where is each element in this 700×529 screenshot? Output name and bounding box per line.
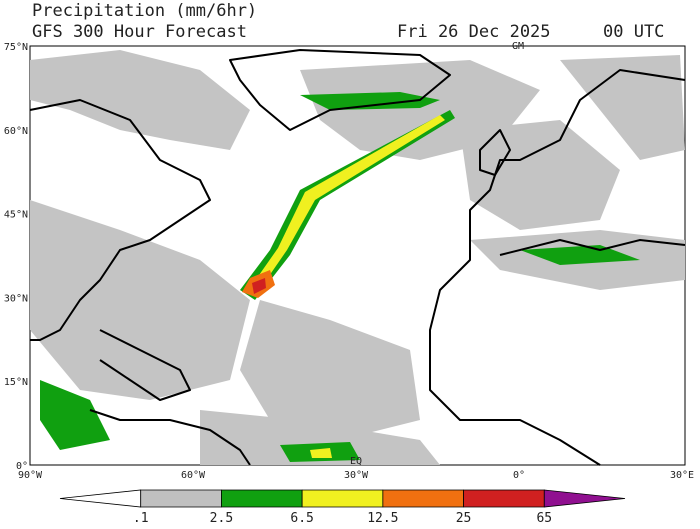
lon-labels: 90°W 60°W 30°W 0° 30°E (18, 470, 694, 481)
colorbar: .1 2.5 6.5 12.5 25 65 (59, 489, 626, 526)
precip-light (30, 50, 685, 465)
subtitle: GFS 300 Hour Forecast (32, 22, 247, 42)
coastlines (29, 49, 686, 466)
colorbar-segment (140, 489, 222, 508)
lat-labels: 75°N 60°N 45°N 30°N 15°N 0° (4, 42, 28, 472)
colorbar-segment (59, 489, 142, 508)
map: 75°N 60°N 45°N 30°N 15°N 0° 90°W 60°W 30°W 0° 30°… (4, 41, 694, 481)
colorbar-segment (382, 489, 464, 508)
colorbar-label: 65 (536, 511, 552, 525)
time: 00 UTC (603, 22, 664, 42)
lat-label: 60°N (4, 126, 28, 137)
title: Precipitation (mm/6hr) (32, 1, 257, 21)
lon-label: 30°W (344, 470, 369, 481)
precip-band (40, 92, 640, 462)
colorbar-label: 12.5 (367, 511, 398, 525)
colorbar-segment (221, 489, 303, 508)
colorbar-label: 25 (456, 511, 472, 525)
lon-label: 30°E (670, 470, 694, 481)
colorbar-label: 2.5 (210, 511, 233, 525)
colorbar-segment (543, 489, 626, 508)
lat-label: 15°N (4, 377, 28, 388)
colorbar-label: .1 (133, 511, 149, 525)
lon-label: 0° (513, 470, 525, 481)
lon-label: 60°W (181, 470, 206, 481)
gm-label: GM (512, 41, 524, 52)
colorbar-label: 6.5 (290, 511, 313, 525)
lat-label: 45°N (4, 210, 28, 221)
lat-label: 30°N (4, 293, 28, 304)
colorbar-segment (463, 489, 545, 508)
lat-label: 75°N (4, 42, 28, 53)
lat-label: 0° (16, 461, 28, 472)
date: Fri 26 Dec 2025 (397, 22, 551, 42)
lon-label: 90°W (18, 470, 43, 481)
colorbar-segment (301, 489, 384, 508)
eq-label: EQ (350, 456, 362, 467)
